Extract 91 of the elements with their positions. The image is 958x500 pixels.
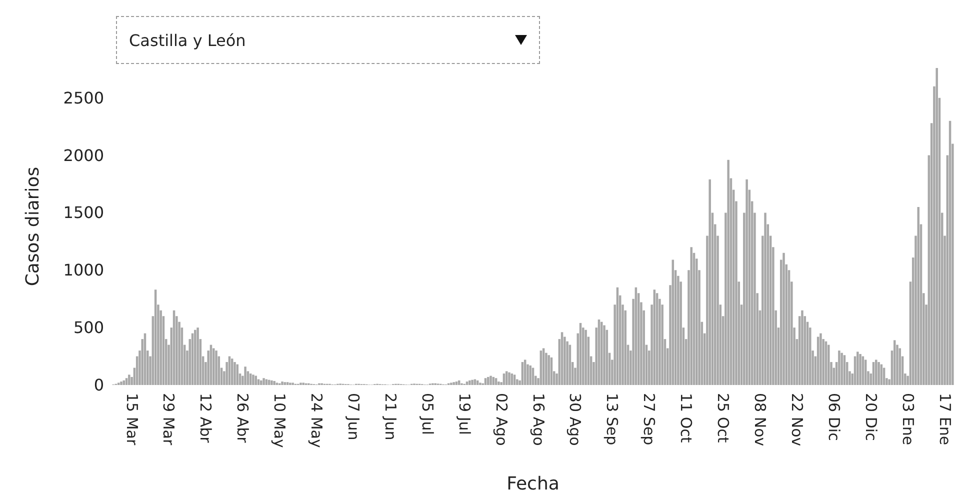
bar: [244, 366, 246, 385]
bar: [864, 360, 867, 385]
bar: [128, 374, 130, 385]
bar: [764, 212, 766, 385]
bar: [878, 362, 880, 385]
bar: [466, 382, 468, 385]
bar: [542, 348, 545, 385]
x-tick-label: 30 Ago: [566, 393, 584, 446]
bar: [843, 355, 846, 385]
bar: [262, 378, 265, 385]
x-tick-label: 10 May: [270, 393, 289, 448]
x-tick-label: 03 Ene: [898, 393, 917, 446]
y-axis-title: Casos diarios: [22, 166, 44, 286]
bar: [529, 365, 532, 385]
x-tick-label: 15 Mar: [122, 393, 141, 446]
chart-title: Castilla y León: [129, 30, 247, 50]
bar: [859, 354, 862, 385]
bar: [452, 382, 455, 385]
bar: [270, 380, 273, 385]
bar: [260, 380, 262, 385]
y-tick-label: 2000: [63, 146, 104, 165]
bar: [838, 350, 840, 385]
x-tick-label: 24 May: [308, 393, 326, 448]
bar: [490, 376, 492, 385]
bar: [801, 310, 804, 385]
bar: [708, 179, 711, 385]
bar: [524, 360, 526, 385]
x-tick-label: 06 Dic: [824, 393, 843, 441]
y-tick-label: 500: [73, 318, 104, 338]
y-tick-label: 1500: [63, 203, 104, 222]
x-tick-label: 16 Ago: [529, 393, 548, 446]
bar: [455, 382, 458, 385]
bar: [284, 382, 286, 385]
x-tick-label: 19 Jul: [455, 393, 474, 435]
x-tick-label: 25 Oct: [714, 393, 732, 443]
bar: [690, 247, 692, 385]
bar: [856, 352, 859, 385]
bar: [917, 206, 920, 385]
bar: [120, 382, 122, 385]
bar: [875, 360, 878, 385]
x-tick-label: 20 Dic: [862, 393, 880, 441]
x-tick-label: 11 Oct: [677, 393, 696, 443]
x-tick-label: 17 Ene: [936, 393, 954, 446]
bar: [782, 252, 785, 385]
bar: [898, 348, 902, 385]
bar: [273, 380, 276, 385]
bar: [196, 328, 199, 385]
bar: [215, 350, 218, 385]
x-tick-label: 22 Nov: [788, 393, 806, 446]
bar: [513, 374, 516, 385]
bar: [252, 374, 254, 385]
bar: [727, 160, 730, 385]
bar: [893, 340, 896, 385]
x-tick-label: 13 Sep: [603, 393, 622, 446]
x-tick-label: 02 Ago: [492, 393, 510, 446]
bar: [286, 382, 289, 385]
bar: [584, 330, 587, 385]
bar: [484, 378, 487, 385]
x-axis-title: Fecha: [506, 474, 560, 494]
x-tick-label: 29 Mar: [160, 393, 178, 446]
bar: [194, 330, 196, 385]
bar: [254, 376, 257, 385]
bar: [494, 378, 498, 385]
bar: [234, 362, 236, 385]
bar: [508, 372, 510, 385]
x-tick-label: 08 Nov: [750, 393, 769, 446]
bar: [746, 179, 748, 385]
x-tick-label: 27 Sep: [640, 393, 658, 446]
bar: [471, 380, 474, 385]
bar: [820, 333, 822, 385]
dropdown: Castilla y León: [116, 16, 540, 64]
bar: [603, 325, 606, 385]
bar: [566, 341, 568, 385]
x-tick-label: 07 Jun: [344, 393, 363, 440]
bar: [840, 352, 843, 385]
bar: [498, 382, 500, 385]
bar: [487, 376, 490, 385]
bar: [505, 371, 508, 385]
y-tick-label: 1000: [63, 260, 104, 280]
x-tick-label: 21 Jun: [381, 393, 400, 440]
bar: [125, 378, 128, 385]
bar: [548, 355, 550, 385]
y-tick-label: 2500: [63, 88, 104, 108]
bar: [468, 380, 471, 385]
bar: [212, 348, 215, 385]
bar: [936, 68, 938, 385]
x-tick-label: 12 Abr: [196, 393, 215, 444]
bar: [281, 382, 284, 385]
x-tick-label: 05 Jul: [418, 393, 436, 435]
x-tick-label: 26 Abr: [234, 393, 252, 444]
y-tick-label: 0: [94, 376, 104, 394]
